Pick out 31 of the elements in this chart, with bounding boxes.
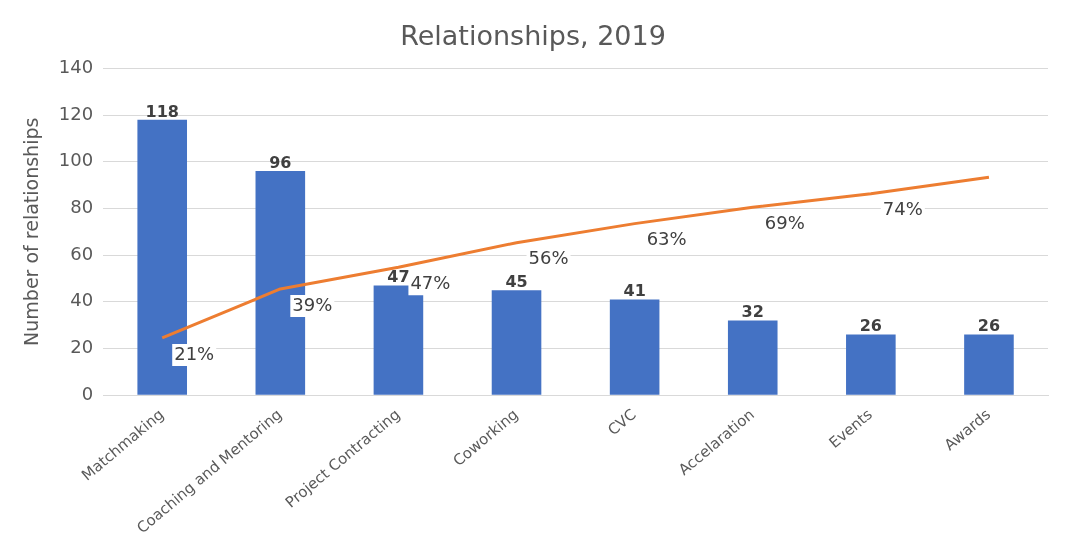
data-label: 21% — [174, 342, 215, 364]
data-label: 47 — [387, 267, 410, 287]
data-label: 39% — [292, 293, 333, 315]
data-label: 96 — [269, 153, 292, 173]
data-label: 63% — [646, 228, 687, 250]
y-tick-label: 40 — [70, 289, 94, 311]
data-label: 118 — [145, 101, 179, 121]
bar — [609, 299, 660, 395]
data-label: 45 — [505, 272, 528, 292]
y-tick-label: 120 — [58, 102, 94, 124]
x-tick-label: CVC — [604, 405, 640, 440]
y-tick-label: 100 — [58, 149, 94, 171]
bar — [491, 290, 542, 395]
data-label: 26 — [859, 316, 882, 336]
data-label: 74% — [882, 198, 923, 220]
data-label: 69% — [764, 211, 805, 233]
y-tick-label: 140 — [58, 56, 94, 78]
data-label: 32 — [741, 302, 764, 322]
y-tick-label: 60 — [70, 242, 94, 264]
y-tick-label: 20 — [70, 336, 94, 358]
data-label: 41 — [623, 281, 646, 301]
data-label: 56% — [528, 247, 569, 269]
y-axis-title: Number of relationships — [20, 117, 43, 346]
y-tick-label: 0 — [81, 382, 94, 404]
chart-title: Relationships, 2019 — [400, 20, 666, 52]
data-label: 47% — [410, 271, 451, 293]
y-tick-label: 80 — [70, 196, 94, 218]
bar — [727, 320, 778, 395]
bar — [964, 334, 1014, 395]
bar — [846, 334, 896, 395]
data-label: 26 — [977, 316, 1001, 336]
